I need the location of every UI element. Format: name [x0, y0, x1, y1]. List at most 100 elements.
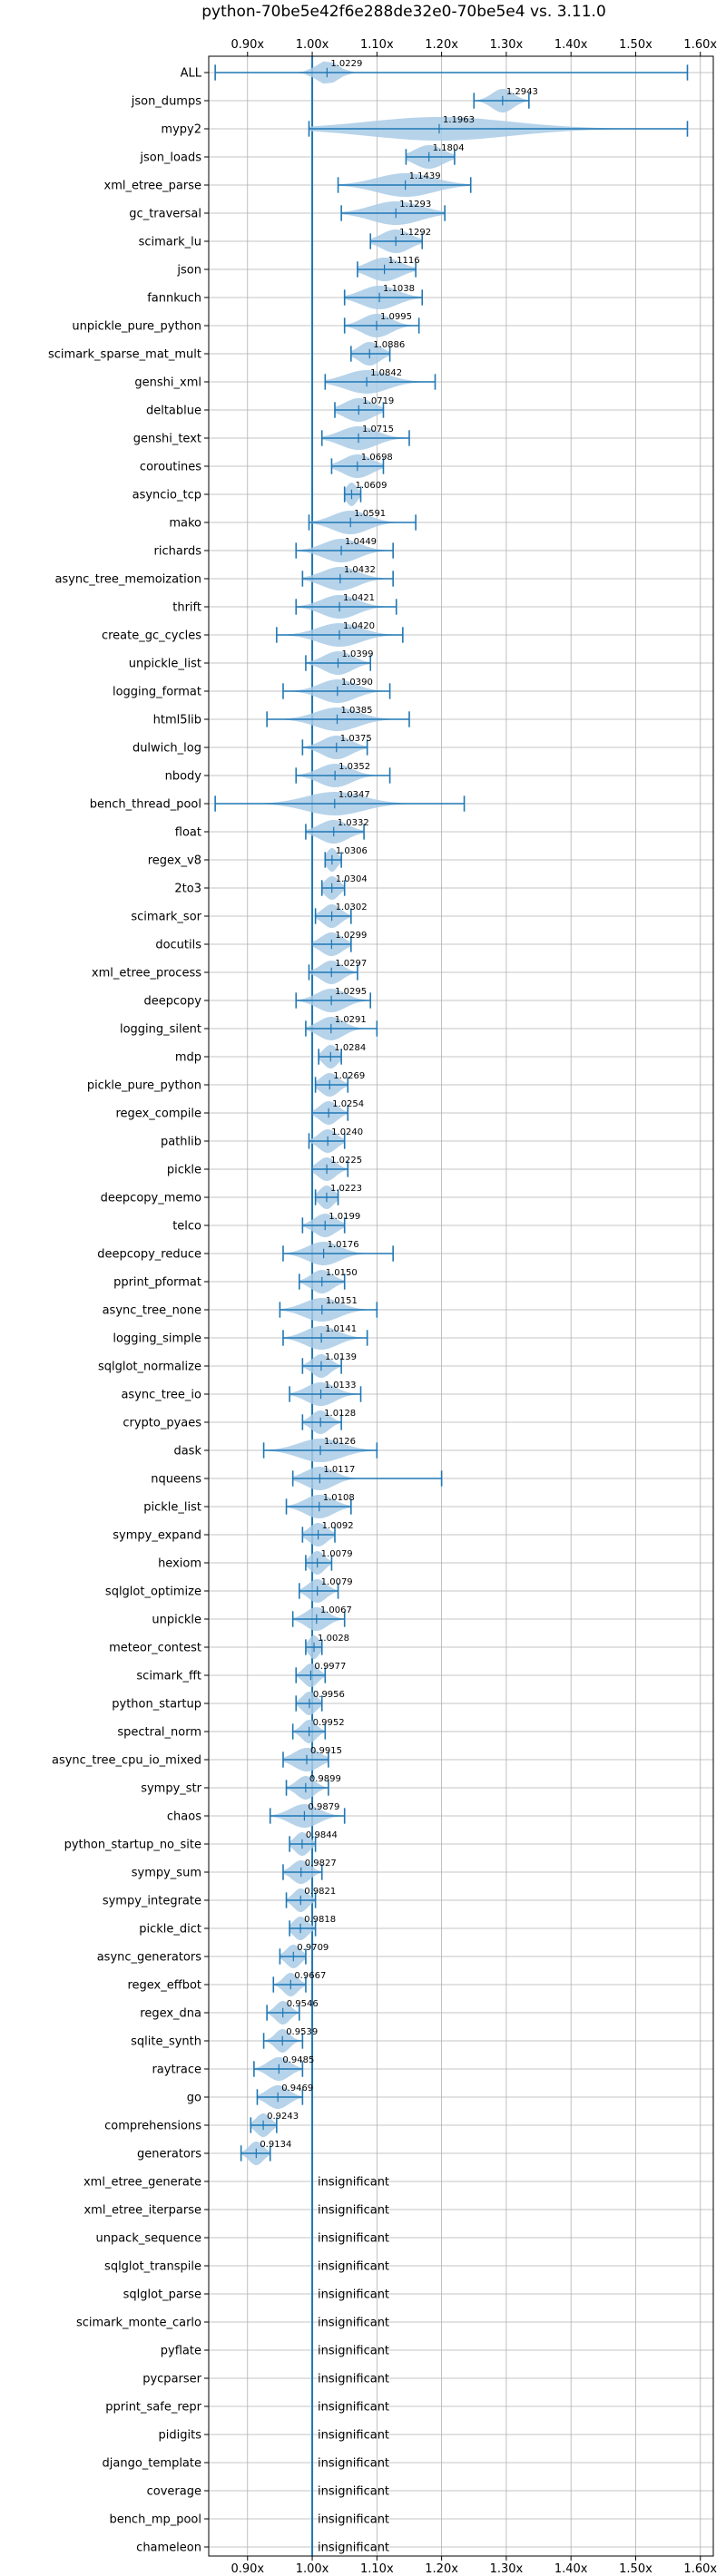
category-label: meteor_contest: [109, 1642, 201, 1655]
value-label: 1.0229: [330, 59, 362, 69]
category-label: pickle_list: [143, 1501, 201, 1515]
category-label: mako: [169, 517, 201, 531]
category-label: sympy_integrate: [103, 1895, 201, 1908]
value-label: 1.0719: [362, 396, 394, 406]
value-label: 1.1038: [383, 284, 415, 294]
x-tick-label-top: 1.50x: [619, 38, 652, 52]
value-label: 1.0117: [323, 1465, 355, 1475]
value-label: 1.0126: [324, 1437, 356, 1447]
value-label: 1.0254: [332, 1099, 364, 1109]
category-label: unpickle_list: [129, 658, 201, 671]
value-label: 1.0399: [341, 649, 373, 659]
value-label: 1.0141: [325, 1324, 357, 1334]
value-label: 1.0199: [329, 1212, 360, 1222]
insignificant-label: insignificant: [318, 2317, 389, 2330]
value-label: 1.0420: [343, 621, 375, 631]
plot-frame: [208, 55, 714, 2557]
category-label: bench_mp_pool: [109, 2513, 201, 2527]
value-label: 0.9977: [314, 1662, 346, 1672]
value-label: 1.0223: [330, 1184, 362, 1194]
category-label: docutils: [155, 939, 201, 952]
value-label: 1.0390: [341, 678, 373, 688]
category-label: scimark_monte_carlo: [76, 2317, 201, 2330]
category-label: deepcopy_memo: [101, 1192, 201, 1205]
value-label: 0.9899: [309, 1774, 341, 1784]
category-label: scimark_sor: [131, 911, 201, 924]
category-label: regex_compile: [115, 1107, 201, 1121]
category-label: genshi_xml: [134, 376, 201, 390]
x-tick-label-top: 1.60x: [683, 38, 717, 52]
insignificant-label: insignificant: [318, 2260, 389, 2274]
x-tick-label-bottom: 1.40x: [554, 2562, 588, 2576]
value-label: 1.0306: [336, 846, 368, 856]
value-label: 1.0151: [326, 1296, 358, 1306]
category-label: regex_dna: [140, 2007, 201, 2021]
value-label: 1.0079: [321, 1577, 353, 1587]
value-label: 0.9546: [287, 1999, 319, 2009]
category-label: sympy_str: [141, 1782, 201, 1796]
value-label: 1.1293: [399, 200, 431, 210]
category-label: json: [176, 264, 201, 278]
value-label: 1.0108: [323, 1493, 355, 1503]
value-label: 1.0139: [325, 1352, 357, 1362]
x-tick-label-bottom: 1.60x: [683, 2562, 717, 2576]
value-label: 0.9539: [286, 2027, 318, 2037]
value-label: 1.0302: [336, 903, 368, 912]
category-label: xml_etree_process: [92, 967, 201, 981]
value-label: 1.0375: [340, 734, 372, 744]
insignificant-label: insignificant: [318, 2542, 389, 2555]
value-label: 1.0886: [373, 340, 405, 350]
category-label: dulwich_log: [132, 742, 201, 756]
category-label: telco: [172, 1220, 201, 1234]
value-label: 1.0449: [345, 537, 377, 547]
category-label: float: [175, 826, 201, 840]
category-label: logging_silent: [120, 1023, 201, 1037]
insignificant-label: insignificant: [318, 2513, 389, 2527]
value-label: 1.0291: [335, 1015, 367, 1025]
x-tick-label-bottom: 0.90x: [231, 2562, 264, 2576]
category-label: unpack_sequence: [95, 2232, 201, 2246]
x-tick-label-top: 0.90x: [231, 38, 264, 52]
value-label: 1.1439: [409, 171, 441, 181]
grid: [209, 56, 713, 2556]
category-label: json_loads: [139, 151, 201, 165]
value-label: 1.0299: [335, 931, 367, 941]
value-label: 0.9827: [305, 1859, 337, 1869]
category-label: nbody: [165, 770, 202, 784]
insignificant-label: insignificant: [318, 2204, 389, 2218]
category-label: crypto_pyaes: [123, 1417, 201, 1430]
category-label: deltablue: [146, 405, 201, 418]
category-label: richards: [154, 545, 202, 559]
x-tick-label-top: 1.30x: [490, 38, 524, 52]
value-label: 1.0698: [361, 453, 393, 463]
category-label: pickle_pure_python: [87, 1079, 201, 1093]
category-label: sqlglot_optimize: [105, 1586, 201, 1599]
value-label: 1.0842: [370, 368, 402, 378]
value-label: 1.1963: [443, 115, 475, 125]
category-label: pyflate: [161, 2345, 201, 2358]
value-label: 1.0067: [320, 1605, 352, 1615]
value-label: 0.9879: [308, 1802, 339, 1812]
category-label: python_startup: [112, 1698, 201, 1712]
insignificant-label: insignificant: [318, 2345, 389, 2358]
value-label: 1.0332: [338, 818, 369, 828]
category-label: coverage: [147, 2485, 201, 2499]
category-label: unpickle_pure_python: [72, 320, 201, 334]
category-label: xml_etree_iterparse: [83, 2204, 201, 2218]
value-label: 0.9818: [304, 1915, 336, 1925]
x-tick-label-bottom: 1.00x: [296, 2562, 329, 2576]
category-label: sqlite_synth: [131, 2035, 201, 2049]
category-label: html5lib: [153, 714, 201, 727]
category-label: scimark_sparse_mat_mult: [48, 348, 201, 362]
x-tick-label-top: 1.20x: [425, 38, 458, 52]
category-label: coroutines: [140, 461, 201, 474]
category-label: async_tree_cpu_io_mixed: [52, 1754, 201, 1768]
category-label: deepcopy: [143, 995, 201, 1009]
violin-body: [215, 61, 688, 84]
value-label: 0.9469: [281, 2083, 313, 2093]
x-tick-label-top: 1.10x: [360, 38, 394, 52]
value-label: 1.0092: [322, 1521, 354, 1531]
insignificant-label: insignificant: [318, 2176, 389, 2190]
insignificant-label: insignificant: [318, 2485, 389, 2499]
